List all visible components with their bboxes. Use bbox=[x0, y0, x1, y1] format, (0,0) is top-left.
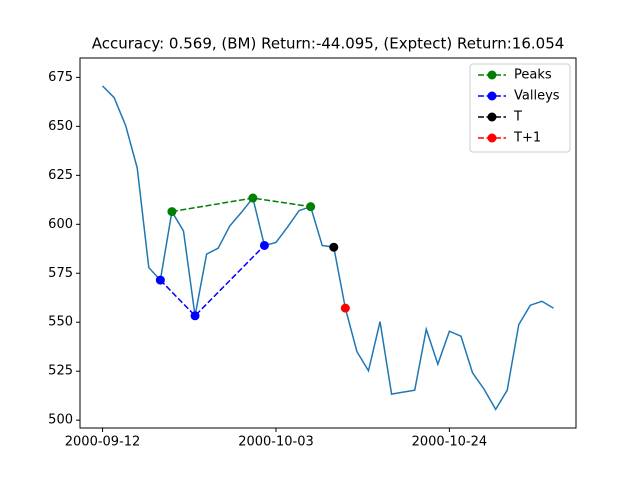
legend-label: Valleys bbox=[514, 89, 560, 104]
x-tick-label: 2000-10-24 bbox=[412, 435, 488, 450]
y-tick-label: 675 bbox=[48, 70, 73, 85]
legend-marker bbox=[487, 112, 497, 122]
y-tick-label: 525 bbox=[48, 364, 73, 379]
plot-frame bbox=[79, 57, 577, 429]
legend-marker bbox=[487, 70, 497, 80]
x-tick-label: 2000-10-03 bbox=[238, 435, 314, 450]
legend-label: Peaks bbox=[514, 68, 552, 83]
legend-label: T bbox=[513, 110, 522, 125]
y-tick-label: 650 bbox=[48, 119, 73, 134]
x-tick-label: 2000-09-12 bbox=[65, 435, 141, 450]
point bbox=[248, 193, 258, 203]
point bbox=[259, 240, 269, 250]
legend-label: T+1 bbox=[513, 131, 541, 146]
y-tick-label: 575 bbox=[48, 266, 73, 281]
y-tick-label: 600 bbox=[48, 217, 73, 232]
y-tick-label: 500 bbox=[48, 413, 73, 428]
y-tick-label: 625 bbox=[48, 168, 73, 183]
legend-marker bbox=[487, 133, 497, 143]
point bbox=[306, 202, 316, 212]
chart-title: Accuracy: 0.569, (BM) Return:-44.095, (E… bbox=[92, 35, 565, 53]
point bbox=[340, 303, 350, 313]
point bbox=[167, 207, 177, 217]
line bbox=[159, 244, 265, 317]
legend-marker bbox=[487, 91, 497, 101]
legend-box bbox=[469, 63, 571, 153]
point bbox=[190, 311, 200, 321]
point bbox=[155, 275, 165, 285]
line bbox=[102, 85, 554, 411]
y-tick-label: 550 bbox=[48, 315, 73, 330]
point bbox=[329, 242, 339, 252]
